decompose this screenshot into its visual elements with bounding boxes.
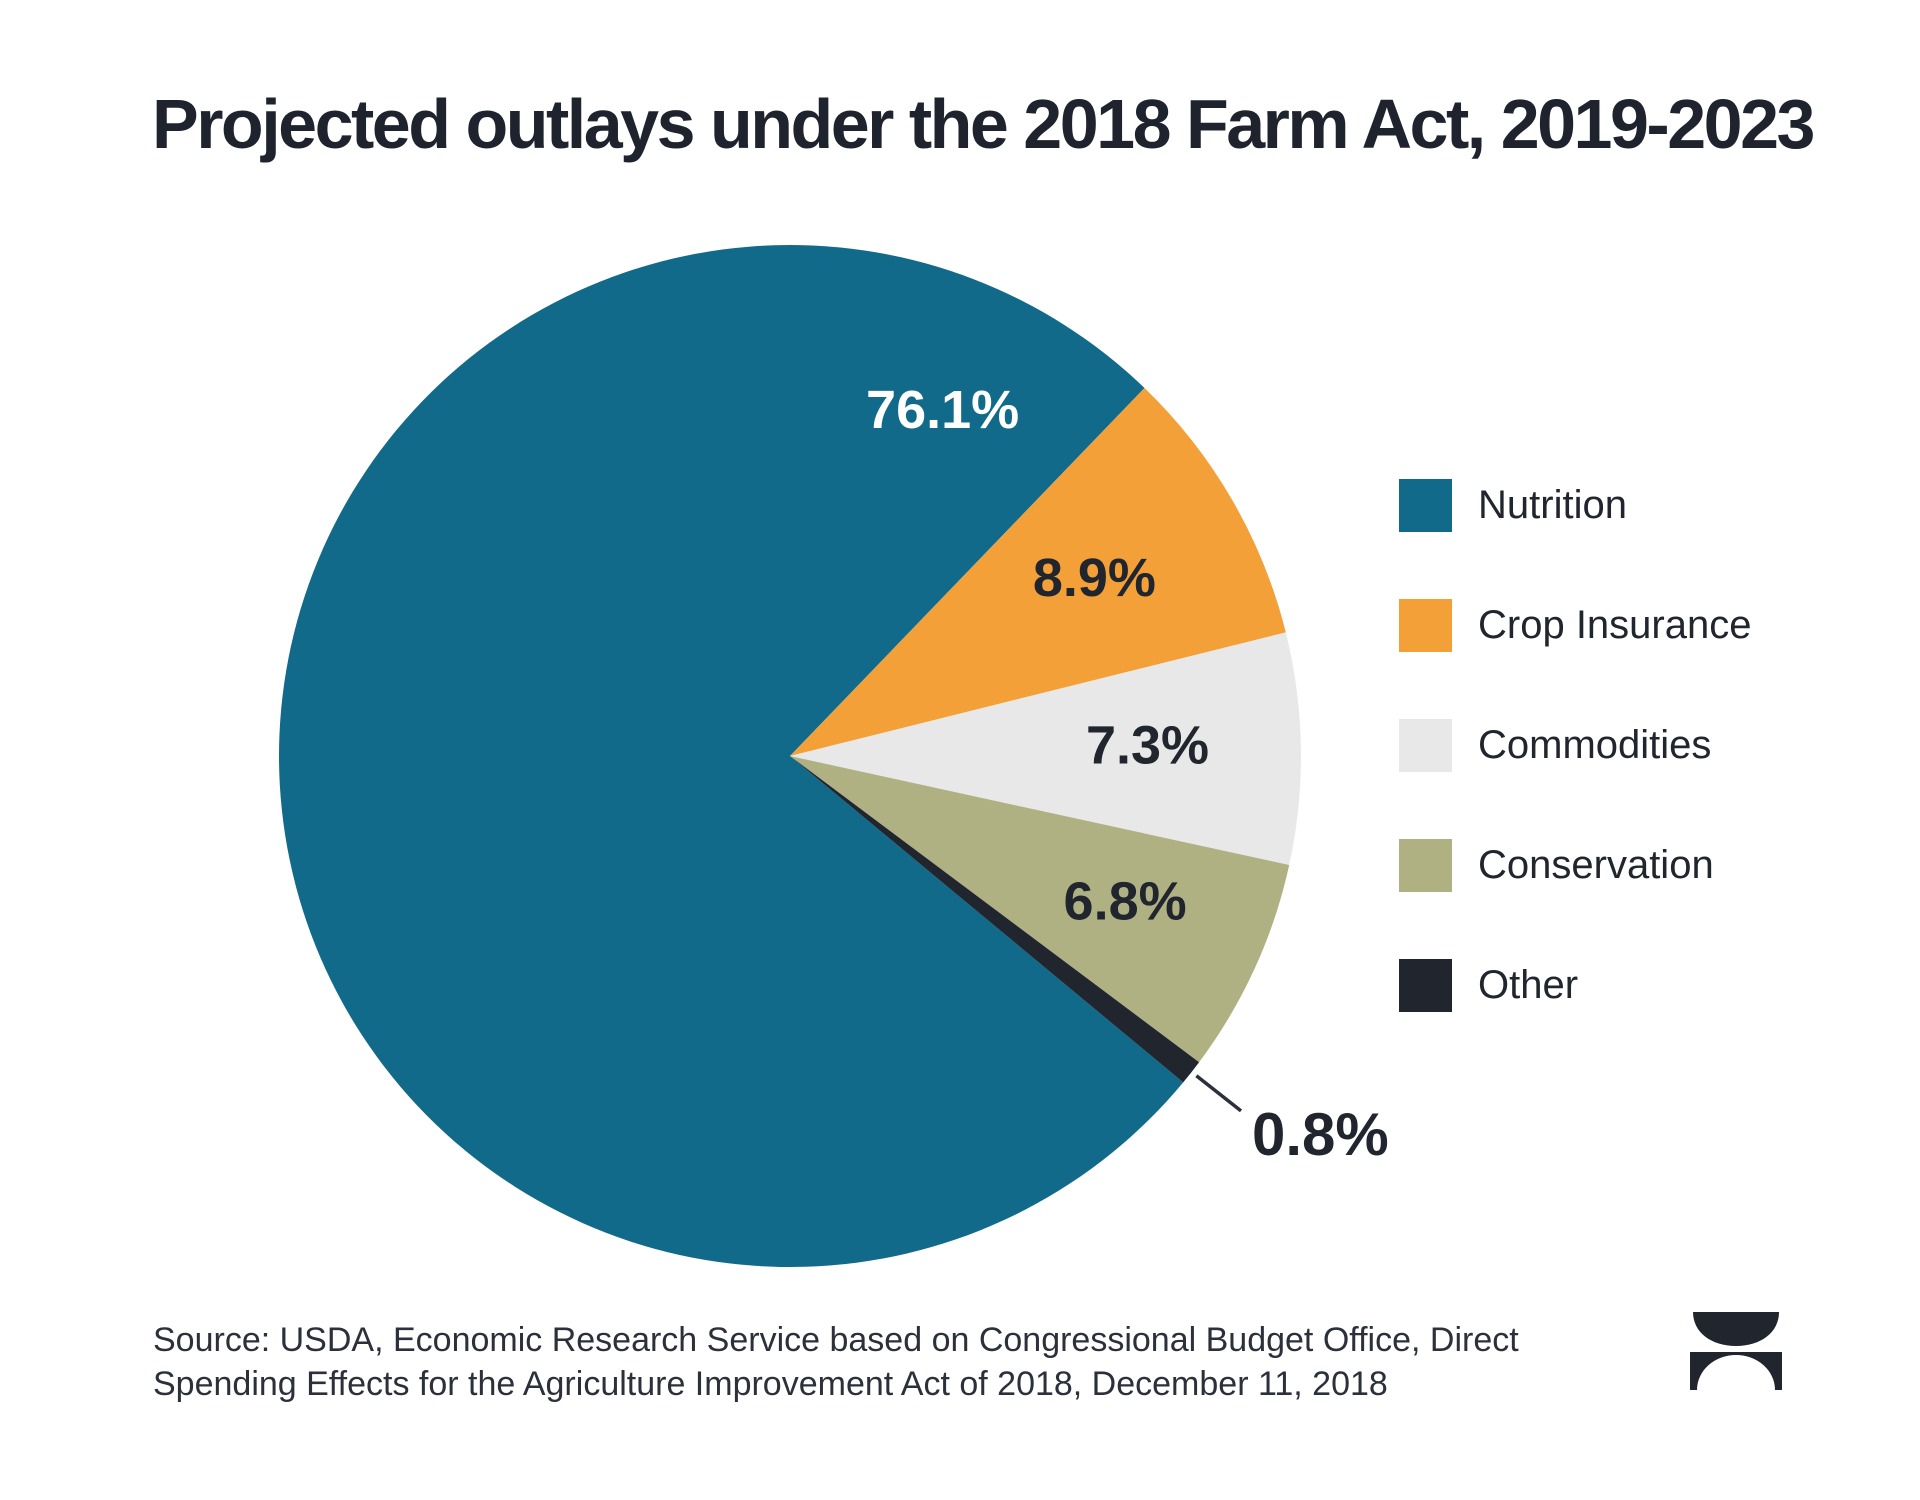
legend-swatch-other <box>1399 959 1452 1012</box>
chart-title: Projected outlays under the 2018 Farm Ac… <box>152 85 1815 163</box>
pie-slice-commodities <box>790 632 1301 865</box>
pie-label-crop-insurance: 8.9% <box>1033 548 1156 608</box>
pie-label-commodities: 7.3% <box>1086 715 1209 775</box>
legend-item-crop-insurance: Crop Insurance <box>1399 599 1751 652</box>
legend-label-crop-insurance: Crop Insurance <box>1478 603 1752 647</box>
legend-item-conservation: Conservation <box>1399 839 1751 892</box>
usafacts-logo-icon <box>1690 1312 1782 1390</box>
pie-slice-conservation <box>790 756 1290 1063</box>
other-label-leader-line <box>1195 1074 1243 1113</box>
legend-label-nutrition: Nutrition <box>1478 483 1627 527</box>
legend-item-commodities: Commodities <box>1399 719 1751 772</box>
pie-slice-crop-insurance <box>790 388 1286 756</box>
legend-swatch-conservation <box>1399 839 1452 892</box>
source-line-1: Source: USDA, Economic Research Service … <box>153 1321 1519 1359</box>
pie-slice-nutrition <box>278 245 1184 1268</box>
pie-label-other: 0.8% <box>1252 1101 1389 1168</box>
logo-top-shape <box>1693 1312 1779 1346</box>
legend-item-nutrition: Nutrition <box>1399 479 1751 532</box>
legend-label-conservation: Conservation <box>1478 843 1714 887</box>
logo-arch-shape <box>1690 1352 1782 1390</box>
source-line-2: Spending Effects for the Agriculture Imp… <box>153 1365 1388 1403</box>
legend-swatch-nutrition <box>1399 479 1452 532</box>
pie-slice-other <box>790 756 1200 1083</box>
pie-label-nutrition: 76.1% <box>866 380 1019 440</box>
source-note: Source: USDA, Economic Research Service … <box>153 1318 1519 1406</box>
legend: Nutrition Crop Insurance Commodities Conser… <box>1399 479 1751 1079</box>
legend-swatch-crop-insurance <box>1399 599 1452 652</box>
legend-label-commodities: Commodities <box>1478 723 1712 767</box>
legend-label-other: Other <box>1478 963 1579 1007</box>
legend-item-other: Other <box>1399 959 1751 1012</box>
pie-label-conservation: 6.8% <box>1064 872 1187 932</box>
legend-swatch-commodities <box>1399 719 1452 772</box>
